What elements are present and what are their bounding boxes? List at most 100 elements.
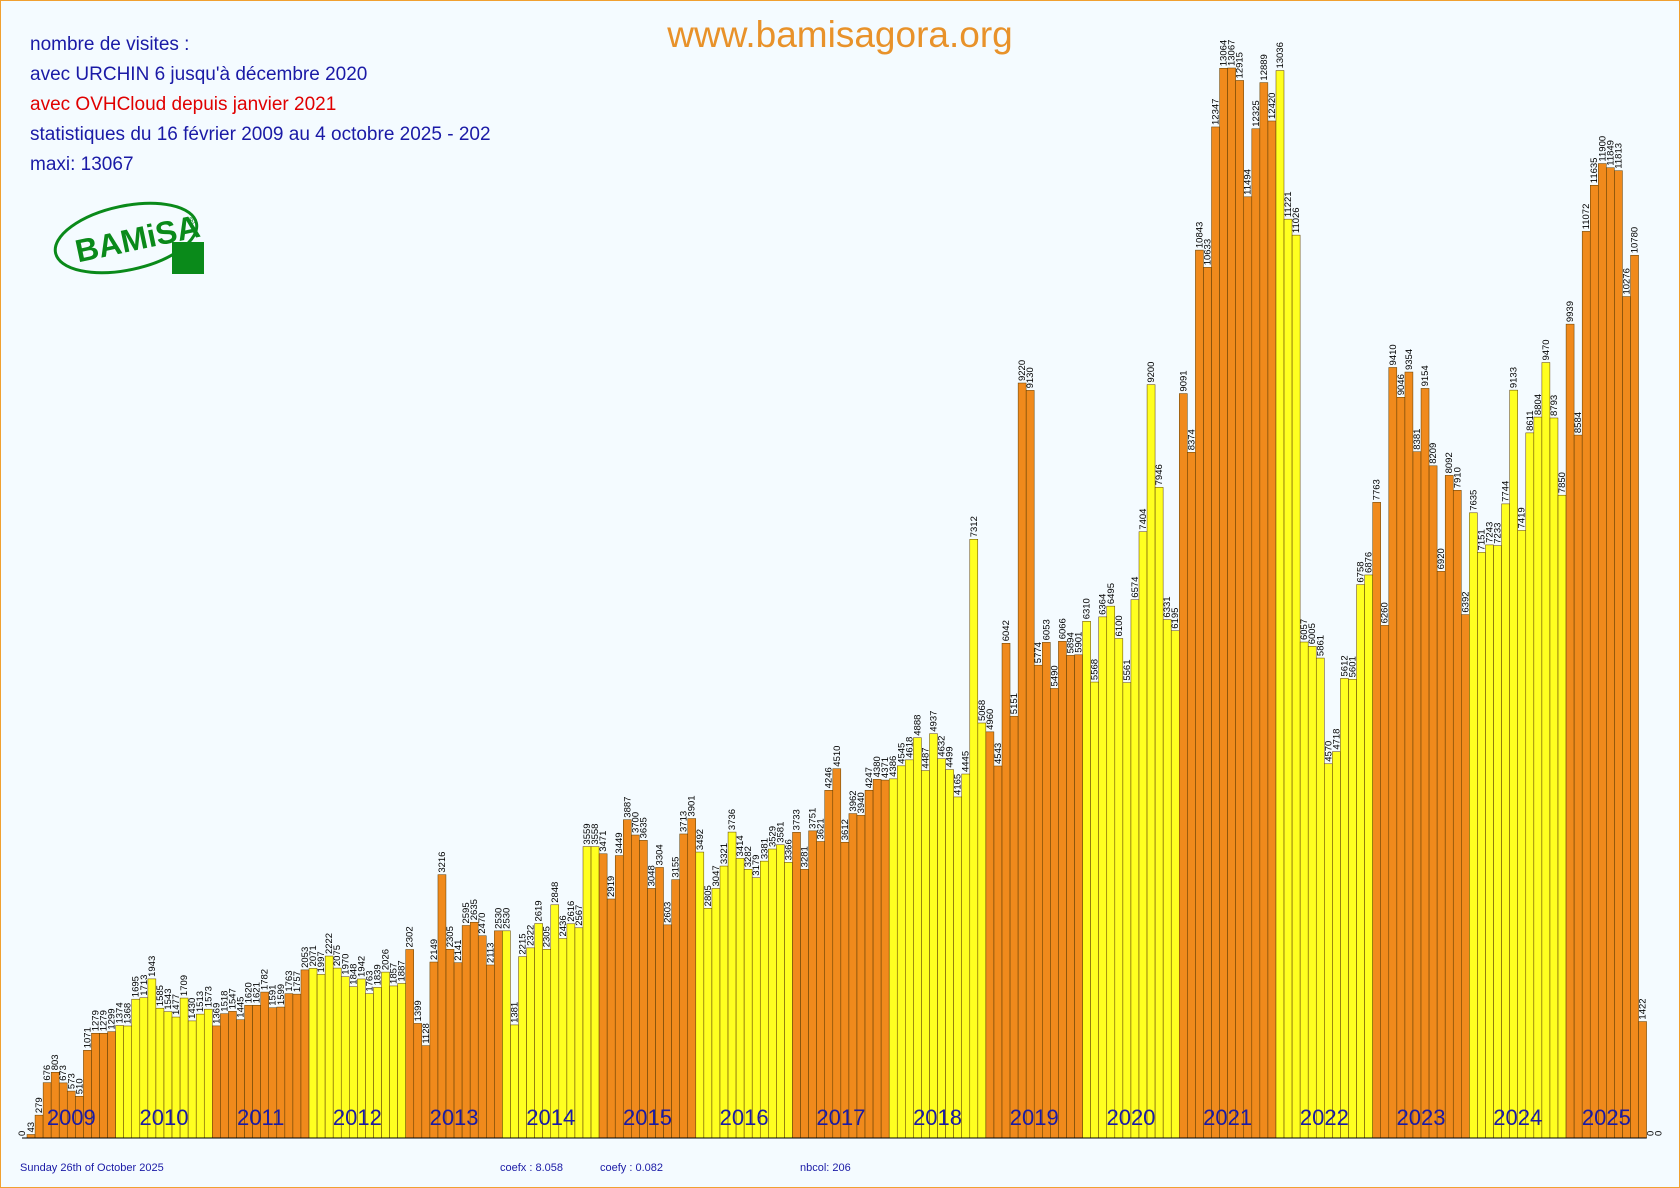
- bar: [300, 969, 310, 1139]
- bar-value-label: 1374: [115, 1002, 126, 1023]
- bar: [115, 1025, 124, 1139]
- bar: [1638, 1021, 1647, 1139]
- bar: [510, 1024, 519, 1139]
- bar: [1017, 382, 1027, 1139]
- bar-value-label: 3492: [695, 829, 706, 850]
- bar-value-label: 1997: [316, 951, 327, 972]
- bar-value-label: 3581: [775, 822, 786, 843]
- bar: [1557, 494, 1567, 1139]
- bar: [590, 846, 600, 1139]
- bar: [1299, 641, 1309, 1139]
- bar: [1461, 614, 1470, 1139]
- bar-value-label: 1299: [107, 1008, 118, 1029]
- footer-coefy: coefy : 0.082: [600, 1162, 663, 1174]
- bar-value-label: 8209: [1428, 443, 1439, 464]
- baseline-zero-label: 0: [17, 1131, 28, 1136]
- bar-value-label: 4371: [880, 757, 891, 778]
- bar-value-label: 2322: [526, 925, 537, 946]
- bar-value-label: 1763: [284, 970, 295, 991]
- bar: [486, 964, 495, 1139]
- bar: [1283, 218, 1293, 1139]
- bar: [1114, 638, 1124, 1139]
- bar: [1146, 384, 1156, 1139]
- bar: [921, 770, 930, 1139]
- bar-value-label: 1848: [348, 964, 359, 985]
- bar: [1122, 682, 1132, 1139]
- bar: [1436, 571, 1446, 1139]
- info-block: nombre de visites : avec URCHIN 6 jusqu'…: [30, 30, 491, 180]
- bar-value-label: 3047: [711, 865, 722, 886]
- bar: [727, 831, 737, 1139]
- bar-value-label: 2305: [542, 926, 553, 947]
- bar: [1324, 763, 1333, 1139]
- bar: [905, 759, 914, 1139]
- bar: [1606, 167, 1615, 1139]
- bar: [1573, 434, 1583, 1139]
- bar-value-label: 1369: [211, 1003, 222, 1024]
- bar-value-label: 3529: [767, 826, 778, 847]
- bar-value-label: 1573: [203, 986, 214, 1007]
- bar: [1420, 388, 1430, 1139]
- bar: [1453, 490, 1462, 1139]
- bar-value-label: 6758: [1356, 561, 1367, 582]
- bar-value-label: 4937: [929, 711, 940, 732]
- bar-value-label: 11900: [1597, 136, 1608, 162]
- bar-value-label: 1071: [82, 1027, 93, 1048]
- bar-value-label: 11813: [1613, 143, 1624, 169]
- bar-value-label: 3962: [848, 790, 859, 811]
- bar: [872, 779, 882, 1139]
- bar: [1477, 552, 1486, 1139]
- bar-value-label: 10843: [1194, 222, 1205, 248]
- bar-value-label: 4386: [888, 756, 899, 777]
- year-label: 2013: [430, 1105, 479, 1130]
- bar-value-label: 7312: [969, 516, 980, 537]
- bar-value-label: 7151: [1476, 529, 1487, 550]
- bar-value-label: 11635: [1589, 158, 1600, 184]
- bar-value-label: 3449: [614, 832, 625, 853]
- bar-value-label: 5068: [977, 700, 988, 721]
- bar: [228, 1011, 237, 1139]
- footer-date: Sunday 26th of October 2025: [20, 1162, 164, 1174]
- bar-value-label: 4246: [824, 767, 835, 788]
- bar: [631, 834, 640, 1139]
- bar-value-label: 2848: [550, 882, 561, 903]
- bar-value-label: 2071: [308, 945, 319, 966]
- bar: [1074, 654, 1083, 1139]
- bar: [26, 1134, 36, 1139]
- bar-value-label: 9354: [1404, 349, 1415, 370]
- bar: [792, 832, 801, 1139]
- bar: [1098, 616, 1107, 1139]
- bar: [1307, 646, 1317, 1139]
- bar-value-label: 3414: [735, 835, 746, 856]
- bar-value-label: 43: [26, 1122, 37, 1133]
- site-title[interactable]: www.bamisagora.org: [667, 14, 1013, 55]
- bar-value-label: 4632: [937, 736, 948, 757]
- bar: [308, 968, 318, 1139]
- bar: [107, 1031, 116, 1139]
- bar-value-label: 12915: [1235, 52, 1246, 78]
- bar-value-label: 1942: [356, 956, 367, 977]
- bar-value-label: 8381: [1412, 429, 1423, 450]
- bar: [1622, 296, 1631, 1139]
- bar-value-label: 3281: [800, 846, 811, 867]
- year-label: 2020: [1106, 1105, 1155, 1130]
- bar-value-label: 2302: [405, 926, 416, 947]
- bar-value-label: 1695: [131, 976, 142, 997]
- bar-value-label: 1970: [340, 954, 351, 975]
- bar-value-label: 2026: [381, 949, 392, 970]
- bar-value-label: 6100: [1114, 615, 1125, 636]
- bar: [1251, 128, 1261, 1139]
- bar: [760, 860, 769, 1139]
- bar: [478, 935, 487, 1139]
- bar-value-label: 3216: [437, 852, 448, 873]
- year-label: 2018: [913, 1105, 962, 1130]
- bar-value-label: 7744: [1501, 481, 1512, 502]
- bar: [1501, 503, 1510, 1139]
- logo-square: [172, 242, 204, 274]
- bar-value-label: 8804: [1533, 394, 1544, 415]
- bar: [864, 789, 874, 1139]
- bar-value-label: 5561: [1122, 659, 1133, 680]
- bar: [1291, 234, 1301, 1139]
- bar: [1082, 621, 1091, 1139]
- bar: [888, 778, 898, 1139]
